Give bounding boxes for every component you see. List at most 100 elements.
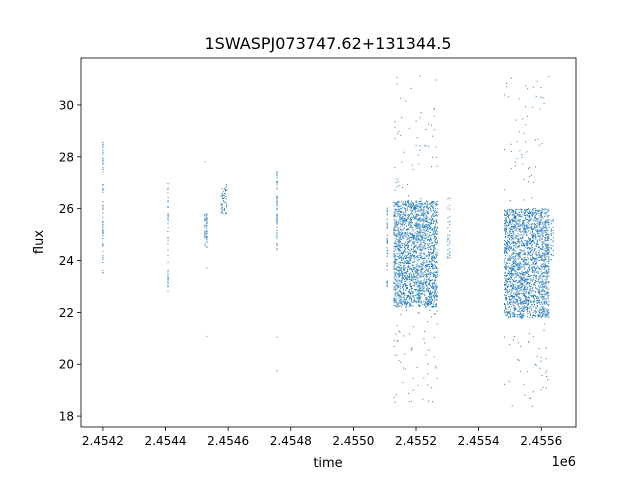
data-point: [541, 300, 543, 302]
data-point: [542, 386, 544, 389]
data-point: [276, 248, 278, 250]
data-point: [523, 132, 525, 134]
data-point: [418, 283, 420, 285]
data-point: [406, 286, 409, 288]
data-point: [525, 279, 527, 281]
data-point: [435, 296, 437, 298]
data-point: [507, 281, 509, 283]
data-point: [512, 245, 514, 247]
data-point: [545, 221, 547, 223]
data-point: [543, 290, 545, 292]
data-point: [424, 281, 426, 283]
data-point: [537, 246, 539, 248]
data-point: [420, 276, 422, 278]
data-point: [539, 313, 541, 315]
data-point: [397, 282, 399, 284]
data-point: [407, 214, 409, 216]
data-point: [435, 221, 437, 223]
data-point: [514, 229, 516, 231]
data-point: [403, 217, 405, 219]
data-point: [536, 243, 538, 245]
data-point: [410, 224, 412, 226]
data-point: [408, 333, 411, 335]
data-point: [431, 222, 433, 224]
data-point: [426, 200, 428, 202]
data-point: [548, 258, 550, 260]
data-point: [431, 124, 433, 126]
data-point: [406, 228, 408, 230]
data-point: [399, 290, 401, 292]
data-point: [409, 263, 411, 265]
data-point: [538, 287, 540, 289]
data-point: [427, 298, 429, 300]
data-point: [524, 209, 526, 211]
data-point: [518, 215, 520, 217]
data-point: [552, 232, 554, 234]
data-point: [516, 265, 518, 267]
data-point: [424, 258, 426, 260]
data-point: [523, 265, 525, 267]
data-point: [421, 258, 423, 260]
data-point: [522, 260, 524, 262]
data-point: [520, 312, 522, 314]
data-point: [416, 246, 418, 248]
data-point: [435, 271, 437, 273]
data-point: [547, 265, 549, 268]
data-point: [406, 295, 408, 298]
data-point: [546, 301, 548, 303]
data-point: [433, 237, 435, 239]
data-point: [511, 296, 513, 298]
data-point: [432, 257, 434, 259]
data-point: [525, 243, 527, 245]
data-point: [514, 272, 516, 274]
data-point: [204, 220, 206, 222]
data-point: [402, 253, 404, 255]
data-point: [532, 212, 535, 214]
data-point: [505, 264, 507, 266]
data-point: [545, 316, 547, 318]
data-point: [523, 261, 525, 263]
data-point: [514, 294, 516, 296]
data-point: [420, 200, 422, 202]
data-point: [395, 221, 397, 223]
data-point: [428, 218, 431, 220]
y-tick-label: 28: [59, 150, 74, 164]
data-point: [426, 305, 428, 307]
data-point: [404, 227, 406, 229]
data-point: [513, 305, 515, 307]
x-tick-label: 2.4544: [145, 434, 187, 448]
data-point: [527, 88, 529, 90]
data-point: [552, 236, 554, 239]
data-point: [436, 275, 438, 278]
data-point: [413, 218, 415, 220]
data-point: [406, 268, 409, 270]
data-point: [412, 265, 414, 267]
data-point: [423, 253, 425, 255]
data-point: [514, 236, 516, 239]
data-point: [526, 235, 528, 237]
data-point: [512, 292, 514, 295]
data-point: [520, 274, 522, 276]
data-point: [539, 230, 541, 232]
data-point: [406, 220, 408, 222]
data-point: [503, 336, 506, 338]
data-point: [402, 218, 404, 220]
data-point: [424, 212, 426, 214]
data-point: [398, 221, 400, 223]
data-point: [406, 208, 408, 210]
data-point: [535, 219, 537, 222]
data-point: [507, 295, 509, 297]
data-point: [417, 227, 419, 229]
data-point: [416, 274, 418, 277]
data-point: [428, 208, 430, 211]
data-point: [429, 279, 432, 281]
data-point: [409, 286, 412, 288]
data-point: [548, 262, 550, 264]
data-point: [431, 216, 433, 218]
data-point: [428, 249, 430, 251]
data-point: [530, 214, 533, 216]
data-point: [402, 254, 404, 256]
data-point: [543, 308, 545, 310]
data-point: [424, 240, 426, 242]
data-point: [410, 279, 412, 282]
